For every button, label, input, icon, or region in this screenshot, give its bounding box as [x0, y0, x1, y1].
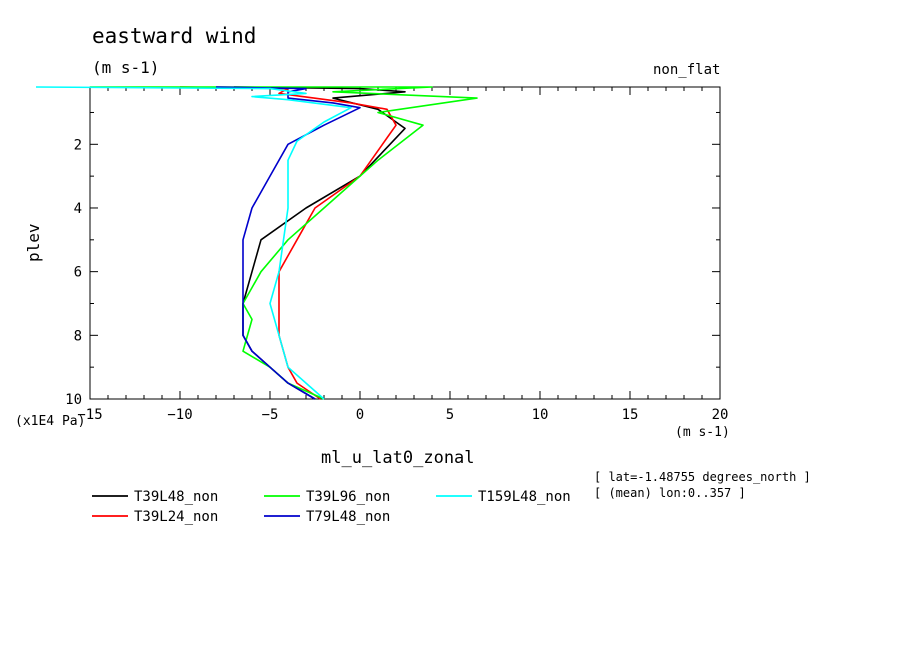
legend-group: T39L48_non T39L24_non T39L96_non T79L48_non… — [92, 489, 571, 525]
x-axis-label: ml_u_lat0_zonal — [321, 448, 475, 468]
lon-info: [ (mean) lon:0..357 ] — [594, 486, 746, 500]
series-line-T39L24_non — [179, 86, 397, 400]
x-tick-label: 20 — [712, 407, 729, 423]
legend-label: T39L96_non — [306, 489, 390, 505]
x-tick-label: 5 — [446, 407, 454, 423]
subtitle-right: non_flat — [653, 62, 721, 78]
y-tick-label: 8 — [74, 328, 82, 344]
series-line-T39L48_non — [233, 86, 406, 400]
series-group — [35, 86, 478, 400]
x-tick-label: 10 — [532, 407, 549, 423]
y-tick-label: 2 — [74, 137, 82, 153]
y-tick-label: 6 — [74, 265, 82, 281]
ticks-group: −15 −10 −5 0 5 10 15 20 2 4 6 8 10 — [65, 87, 728, 423]
plot-frame — [89, 86, 721, 400]
x-tick-label: 15 — [622, 407, 639, 423]
x-tick-label: −10 — [167, 407, 192, 423]
plot-frame-group — [89, 86, 721, 400]
y-axis-label: plev — [24, 223, 43, 262]
x-tick-label: −15 — [77, 407, 102, 423]
chart-units: (m s-1) — [92, 58, 160, 77]
legend-label: T79L48_non — [306, 509, 390, 525]
series-line-T159L48_non — [35, 86, 352, 400]
y-tick-label: 4 — [74, 201, 82, 217]
x-axis-units: (m s-1) — [675, 425, 730, 440]
legend-label: T39L24_non — [134, 509, 218, 525]
chart-title: eastward wind — [92, 24, 257, 48]
series-line-T79L48_non — [215, 86, 361, 400]
series-line-T39L96_non — [90, 86, 478, 400]
x-tick-label: −5 — [262, 407, 279, 423]
x-tick-label: 0 — [356, 407, 364, 423]
y-tick-label: 10 — [65, 392, 82, 408]
lat-info: [ lat=-1.48755 degrees_north ] — [594, 470, 811, 484]
legend-label: T159L48_non — [478, 489, 571, 505]
legend-label: T39L48_non — [134, 489, 218, 505]
y-axis-units: (x1E4 Pa) — [15, 414, 86, 429]
